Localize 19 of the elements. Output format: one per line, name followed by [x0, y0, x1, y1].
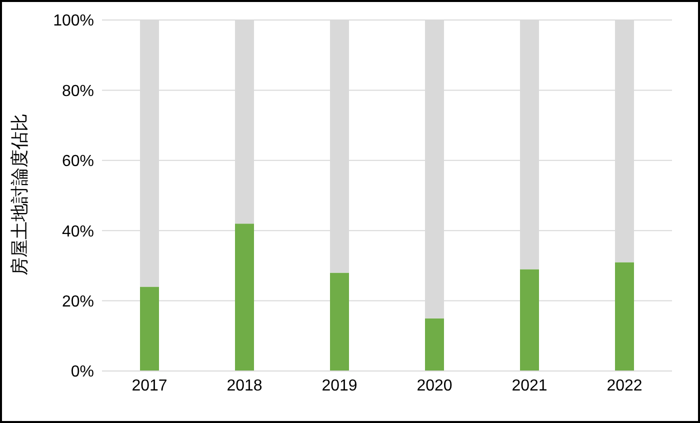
y-tick-label: 100%: [53, 12, 94, 30]
x-tick-label: 2017: [132, 377, 168, 394]
x-tick-label: 2021: [512, 377, 548, 394]
bar: [235, 224, 254, 371]
y-tick-label: 0%: [70, 364, 94, 381]
y-tick-label: 80%: [62, 82, 94, 100]
bar: [330, 272, 349, 371]
y-tick-label: 40%: [62, 223, 94, 240]
bar: [520, 269, 539, 371]
bar: [140, 286, 159, 371]
x-tick-label: 2022: [606, 377, 642, 394]
x-tick-label: 2019: [322, 377, 358, 394]
bar: [615, 262, 634, 371]
y-tick-label: 60%: [62, 153, 94, 170]
y-axis-title: 房屋土地討論度佔比: [9, 114, 30, 276]
x-tick-label: 2018: [226, 377, 262, 394]
y-tick-label: 20%: [62, 293, 94, 310]
x-tick-label: 2020: [416, 377, 452, 394]
bar: [425, 318, 444, 371]
